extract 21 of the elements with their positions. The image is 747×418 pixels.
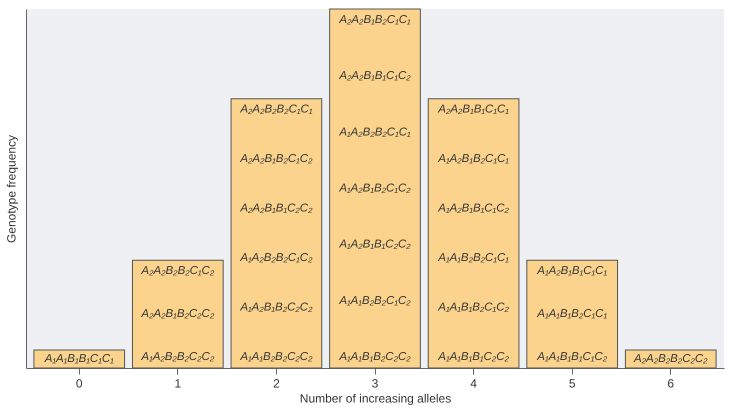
x-tick-label: 3 — [372, 376, 379, 390]
x-tick-label: 2 — [273, 376, 280, 390]
text: A₁A₂B₁B₁C₁C₁ A₁A₁B₁B₂C₁C₁ A₁A₁B₁B₁C₁C₂ — [537, 265, 608, 364]
x-axis-title: Number of increasing alleles — [300, 392, 452, 406]
x-tick-label: 0 — [76, 376, 83, 390]
x-tick-label: 4 — [470, 376, 478, 390]
x-tick-label: 5 — [568, 376, 576, 390]
bar — [230, 98, 322, 368]
bar — [428, 98, 520, 368]
x-tick-label: 1 — [174, 376, 182, 390]
text: A₂A₂B₂B₂C₁C₂ A₂A₂B₁B₂C₂C₂ A₁A₂B₂B₂C₂C₂ — [141, 265, 214, 364]
text: A₂A₂B₁B₂C₁C₁ A₂A₂B₁B₁C₁C₂ A₁A₂B₂B₂C₁C₁ A₁A₂B₁B₂C₁C₂ A₁A₂B₁B₁C₂C₂ A₁A₁B₂B₂C₁C₂ A₁A₁B₁B₂C₂C₂ — [339, 14, 411, 364]
bar — [132, 260, 224, 368]
x-tick-label: 6 — [667, 376, 674, 390]
annotation: A₂A₂B₂B₂C₂C₂ — [632, 353, 708, 366]
annotation: A₁A₁B₁B₁C₁C₁ — [44, 353, 114, 366]
text: A₂A₂B₁B₁C₁C₁ A₁A₂B₁B₂C₁C₁ A₁A₂B₁B₁C₁C₂ A₁A₁B₂B₂C₁C₁ A₁A₁B₁B₂C₁C₂ A₁A₁B₁B₁C₂C₂ — [438, 104, 509, 364]
text: A₂A₂B₂B₂C₁C₁ A₂A₂B₁B₂C₁C₂ A₂A₂B₁B₁C₂C₂ A₁A₂B₂B₂C₁C₂ A₁A₂B₁B₂C₂C₂ A₁A₁B₂B₂C₂C₂ — [240, 104, 312, 364]
bar — [329, 8, 421, 368]
bar — [526, 260, 618, 368]
y-axis-title: Genotype frequency — [4, 134, 18, 244]
